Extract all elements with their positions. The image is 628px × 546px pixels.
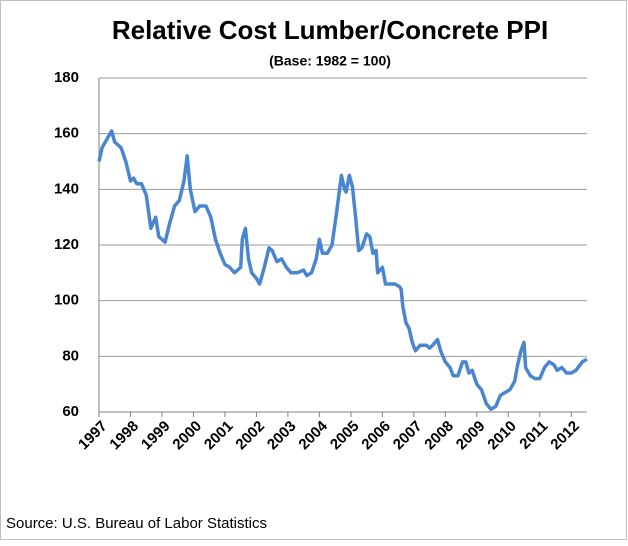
source-note: Source: U.S. Bureau of Labor Statistics	[6, 515, 267, 532]
y-tick-label: 60	[62, 403, 79, 420]
y-tick-label: 100	[54, 292, 79, 309]
chart-subtitle: (Base: 1982 = 100)	[269, 53, 391, 69]
y-tick-label: 80	[62, 347, 79, 364]
y-tick-label: 120	[54, 236, 79, 253]
y-tick-label: 140	[54, 180, 79, 197]
chart-title: Relative Cost Lumber/Concrete PPI	[112, 15, 548, 45]
y-tick-label: 160	[54, 125, 79, 142]
y-tick-label: 180	[54, 69, 79, 86]
line-series	[97, 129, 588, 411]
